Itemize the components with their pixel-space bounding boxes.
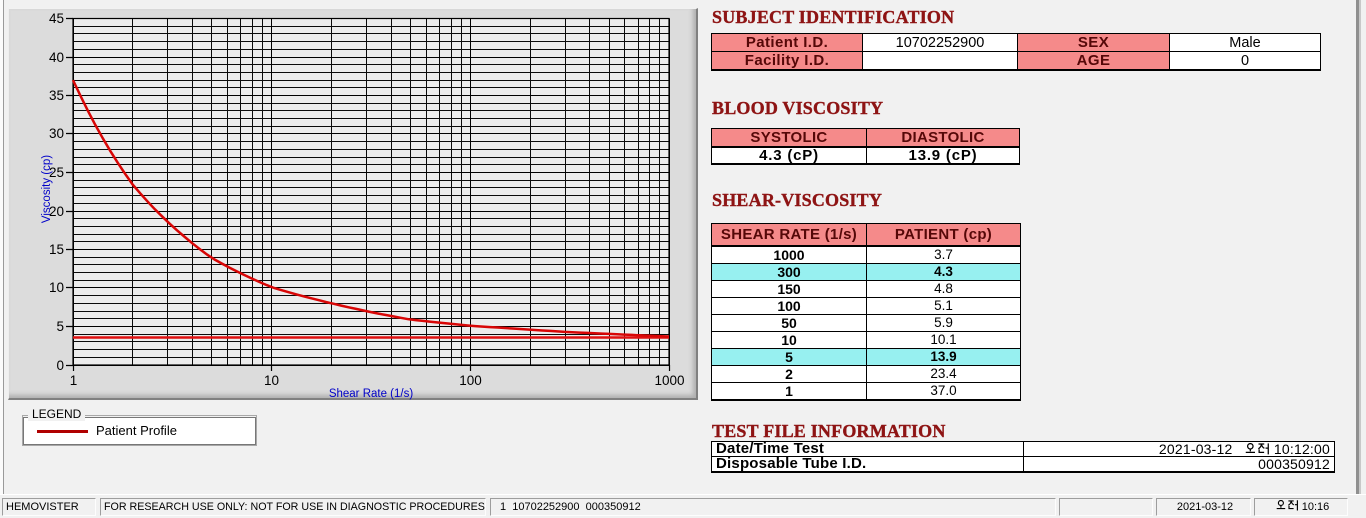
svg-text:30: 30 — [49, 126, 64, 141]
svg-text:Shear Rate (1/s): Shear Rate (1/s) — [329, 388, 414, 400]
svg-text:Viscosity (cp): Viscosity (cp) — [41, 155, 53, 223]
svg-text:45: 45 — [49, 11, 64, 26]
svg-text:40: 40 — [49, 50, 64, 65]
svg-text:15: 15 — [49, 242, 64, 257]
svg-text:0: 0 — [56, 358, 64, 373]
svg-text:100: 100 — [459, 373, 482, 388]
svg-text:20: 20 — [49, 204, 64, 219]
svg-text:5: 5 — [56, 319, 64, 334]
svg-text:1000: 1000 — [654, 373, 684, 388]
svg-text:35: 35 — [49, 88, 64, 103]
svg-text:1: 1 — [70, 373, 78, 388]
svg-text:10: 10 — [49, 280, 64, 295]
svg-text:25: 25 — [49, 165, 64, 180]
svg-text:10: 10 — [264, 373, 279, 388]
